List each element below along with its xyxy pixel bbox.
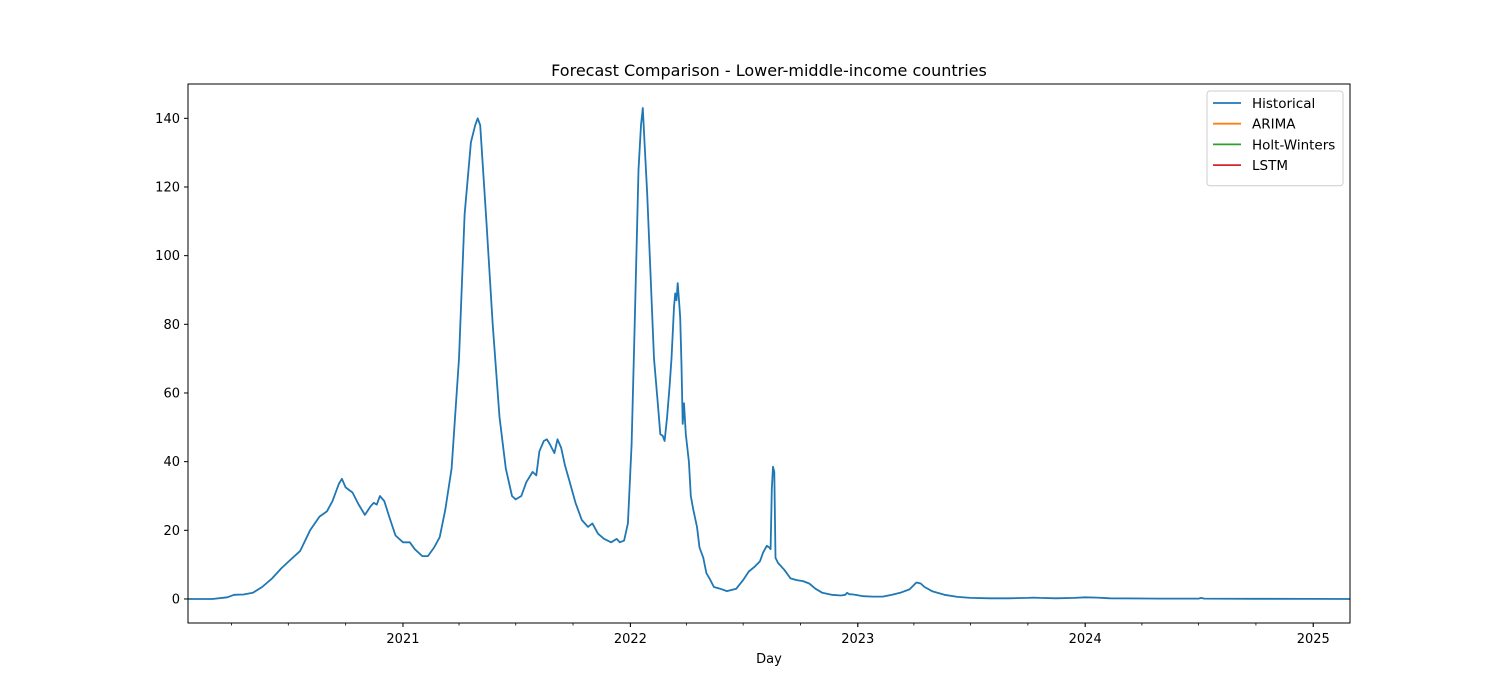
y-tick-label: 100 xyxy=(155,249,180,264)
legend: Historical ARIMA Holt-Winters LSTM xyxy=(1206,90,1344,187)
x-tick-label: 2022 xyxy=(614,632,647,647)
legend-box xyxy=(1206,90,1344,187)
y-tick-label: 20 xyxy=(163,524,180,539)
y-tick-label: 60 xyxy=(163,386,180,401)
y-tick-label: 80 xyxy=(163,318,180,333)
chart-title: Forecast Comparison - Lower-middle-incom… xyxy=(551,61,987,80)
legend-label-historical: Historical xyxy=(1252,96,1315,112)
plot-frame xyxy=(187,83,1351,624)
plot-area xyxy=(188,107,1351,600)
legend-label-arima: ARIMA xyxy=(1252,117,1296,133)
y-tick-label: 120 xyxy=(155,180,180,195)
y-axis: 0 20 40 60 80 100 120 140 xyxy=(155,112,188,607)
y-tick-label: 0 xyxy=(172,592,180,607)
x-tick-label: 2025 xyxy=(1297,632,1330,647)
x-tick-label: 2021 xyxy=(386,632,419,647)
x-tick-label: 2024 xyxy=(1069,632,1102,647)
x-axis: 2021 2022 2023 2024 2025 xyxy=(231,623,1330,647)
y-tick-label: 140 xyxy=(155,112,180,127)
legend-label-lstm: LSTM xyxy=(1252,158,1288,174)
y-tick-label: 40 xyxy=(163,455,180,470)
series-line-historical xyxy=(188,107,1351,600)
legend-label-holt-winters: Holt-Winters xyxy=(1252,137,1335,153)
x-tick-label: 2023 xyxy=(841,632,874,647)
x-axis-label: Day xyxy=(756,652,782,667)
